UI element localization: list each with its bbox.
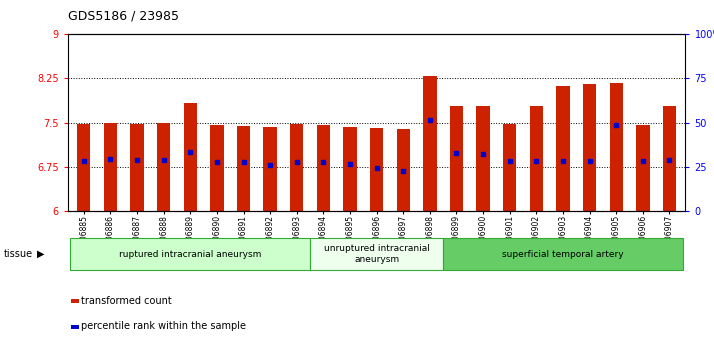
- Bar: [210, 125, 223, 211]
- Bar: [343, 127, 357, 211]
- Bar: [476, 106, 490, 211]
- Bar: [423, 76, 436, 211]
- Bar: [263, 127, 277, 211]
- Bar: [530, 106, 543, 211]
- Text: percentile rank within the sample: percentile rank within the sample: [81, 321, 246, 331]
- Bar: [290, 124, 303, 211]
- Text: tissue: tissue: [4, 249, 33, 259]
- Bar: [237, 126, 250, 211]
- Bar: [503, 124, 516, 211]
- Text: GDS5186 / 23985: GDS5186 / 23985: [68, 9, 178, 22]
- Text: ruptured intracranial aneurysm: ruptured intracranial aneurysm: [119, 250, 261, 258]
- Text: transformed count: transformed count: [81, 295, 172, 306]
- Text: ▶: ▶: [37, 249, 45, 259]
- Bar: [370, 129, 383, 211]
- Bar: [131, 124, 144, 211]
- Bar: [157, 123, 171, 211]
- Bar: [663, 106, 676, 211]
- Bar: [183, 103, 197, 211]
- Bar: [450, 106, 463, 211]
- Text: superficial temporal artery: superficial temporal artery: [502, 250, 624, 258]
- Bar: [583, 84, 596, 211]
- Bar: [77, 124, 91, 211]
- Bar: [396, 129, 410, 211]
- Text: unruptured intracranial
aneurysm: unruptured intracranial aneurysm: [323, 244, 430, 264]
- Bar: [636, 125, 650, 211]
- Bar: [317, 125, 330, 211]
- Bar: [610, 83, 623, 211]
- Bar: [104, 123, 117, 211]
- Bar: [556, 86, 570, 211]
